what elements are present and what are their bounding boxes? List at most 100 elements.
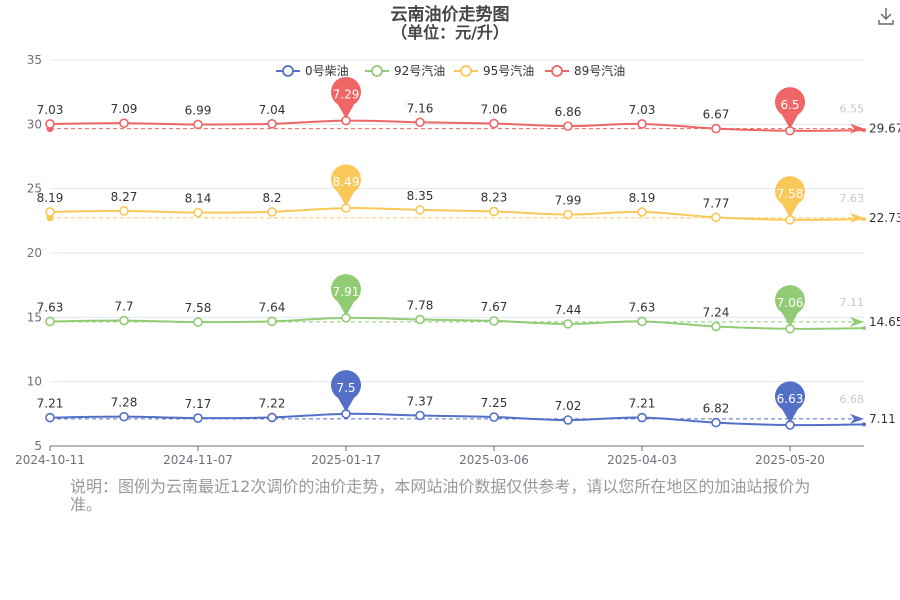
data-point [267, 412, 277, 423]
data-label: 8.19 [629, 191, 656, 205]
data-point [193, 207, 203, 218]
average-label: 14.65 [869, 315, 900, 329]
legend-label: 0号柴油 [305, 64, 349, 78]
data-label: 7.67 [481, 300, 508, 314]
max-pin-marker [331, 274, 361, 316]
average-label: 22.73 [869, 211, 900, 225]
data-point [637, 119, 647, 129]
data-label: 7.03 [37, 103, 64, 117]
data-point [563, 319, 573, 329]
data-point [563, 209, 573, 220]
legend-item-2[interactable]: 95号汽油 [454, 63, 534, 78]
legend-item-3[interactable]: 89号汽油 [545, 63, 625, 78]
download-icon[interactable] [876, 6, 896, 26]
chart-title: 云南油价走势图 [391, 4, 510, 25]
x-tick-label: 2025-03-06 [459, 453, 529, 467]
data-label: 7.06 [481, 103, 508, 117]
data-label: 7.28 [111, 396, 138, 410]
legend[interactable]: 0号柴油 92号汽油 95号汽油 89号汽油 [276, 63, 625, 78]
data-label: 7.16 [407, 101, 434, 115]
data-point [45, 412, 55, 423]
min-pin-label: 6.5 [780, 98, 799, 112]
data-label: 8.19 [37, 191, 64, 205]
data-point [267, 316, 277, 327]
data-label: 7.37 [407, 395, 434, 409]
average-arrow [850, 212, 864, 223]
min-pin-label: 6.63 [777, 392, 804, 406]
series-line [49, 316, 865, 330]
data-point [489, 206, 499, 217]
data-point [563, 415, 573, 425]
series-0: 7.11 7.21 7.28 7.17 7.22 7.37 7.25 7.02 7.21 6.82… [37, 370, 896, 430]
data-label: 7.24 [703, 305, 730, 319]
data-label: 7.03 [629, 103, 656, 117]
max-pin-label: 7.5 [336, 381, 355, 395]
y-tick-label: 35 [27, 53, 42, 67]
data-point [489, 412, 499, 422]
data-label: 8.2 [262, 191, 281, 205]
data-label: 7.63 [629, 300, 656, 314]
data-label: 7.04 [259, 103, 286, 117]
data-label: 7.99 [555, 194, 582, 208]
grid-lines [50, 59, 864, 383]
series-layer: 7.11 7.21 7.28 7.17 7.22 7.37 7.25 7.02 7.21 6.82… [37, 76, 900, 430]
y-tick-label: 20 [27, 246, 42, 260]
data-point [45, 316, 55, 327]
average-label: 29.67 [869, 122, 900, 136]
data-point [637, 207, 647, 217]
data-label: 6.86 [555, 105, 582, 119]
average-label: 7.11 [869, 412, 896, 426]
series-line [49, 412, 865, 427]
data-label: 7.09 [111, 102, 138, 116]
data-label: 7.7 [114, 300, 133, 314]
data-point [193, 119, 203, 130]
min-pin-marker [775, 381, 805, 424]
data-label: 7.44 [555, 303, 582, 317]
data-point [415, 205, 425, 215]
data-point [563, 121, 573, 131]
data-label: 7.22 [259, 396, 286, 410]
data-label: 7.63 [37, 300, 64, 314]
max-pin-label: 7.29 [333, 88, 360, 102]
series-line [49, 119, 865, 132]
max-pin-label: 7.91 [333, 285, 360, 299]
x-tick-label: 2024-10-11 [15, 453, 85, 467]
data-label: 7.17 [185, 397, 212, 411]
series-1: 14.65 7.63 7.7 7.58 7.64 7.78 7.67 7.44 7.63 7.24… [37, 274, 900, 334]
y-tick-label: 25 [27, 182, 42, 196]
min-pin-label: 7.58 [777, 187, 804, 201]
data-point [193, 317, 203, 327]
max-pin-marker [331, 164, 361, 207]
data-point [119, 118, 129, 128]
data-point [415, 117, 425, 128]
legend-item-1[interactable]: 92号汽油 [365, 63, 445, 78]
x-tick-label: 2025-01-17 [311, 453, 381, 467]
legend-swatch-dot [371, 65, 383, 77]
data-point [489, 118, 499, 129]
legend-swatch-dot [551, 65, 563, 77]
min-pin-marker [775, 285, 805, 327]
average-arrow [850, 413, 864, 424]
data-point [711, 212, 721, 223]
data-point [119, 206, 129, 216]
data-label: 8.27 [111, 190, 138, 204]
data-point [415, 410, 425, 421]
legend-swatch-dot [460, 65, 472, 77]
average-arrow [850, 316, 864, 327]
data-point [45, 207, 55, 217]
data-point [119, 411, 129, 422]
chart-subtitle: （单位：元/升） [391, 23, 509, 42]
legend-item-0[interactable]: 0号柴油 [276, 64, 349, 78]
data-point [45, 119, 55, 129]
y-tick-label: 5 [34, 439, 42, 453]
data-point [862, 217, 866, 222]
data-point [637, 316, 647, 327]
data-label: 7.21 [629, 397, 656, 411]
last-value-label: 6.55 [840, 103, 865, 116]
y-tick-label: 30 [27, 117, 42, 131]
legend-label: 89号汽油 [574, 63, 625, 78]
legend-swatch-dot [282, 65, 294, 77]
data-point [862, 128, 866, 133]
data-point [119, 315, 129, 326]
x-tick-label: 2025-04-03 [607, 453, 677, 467]
